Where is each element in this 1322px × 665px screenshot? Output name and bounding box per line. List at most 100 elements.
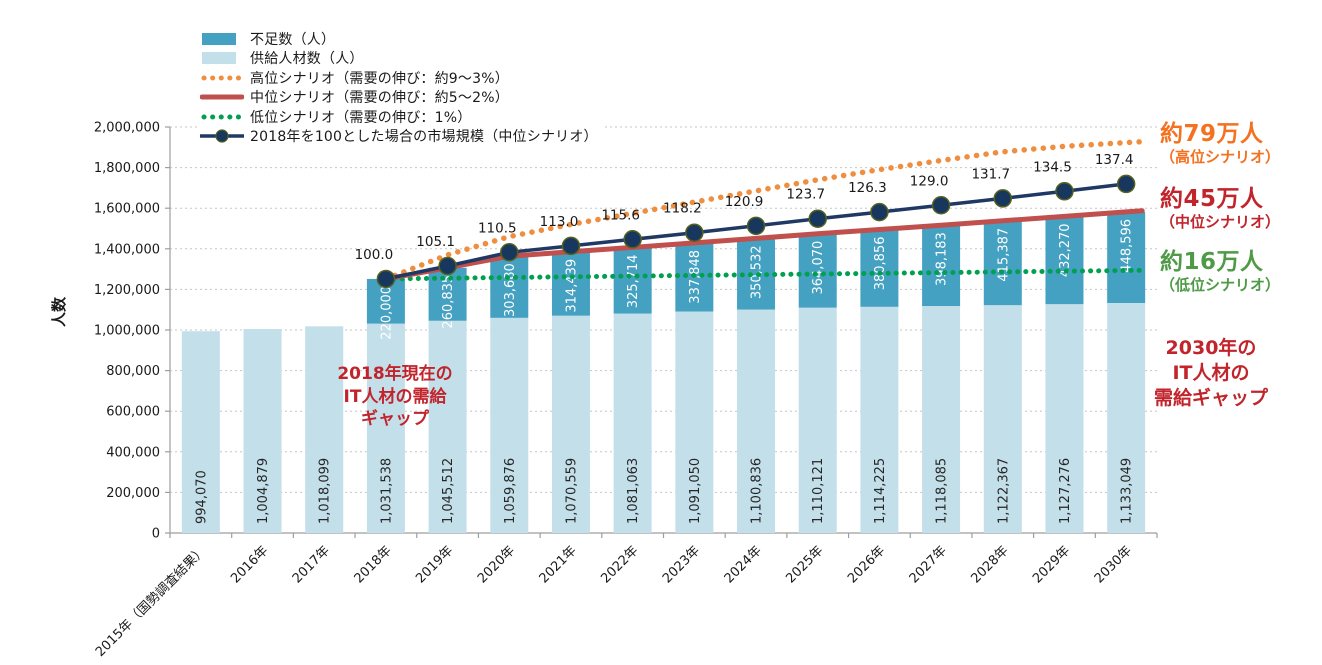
- y-tick-label: 2,000,000: [94, 121, 160, 136]
- supply-value-label: 1,110,121: [811, 458, 826, 524]
- market-index-marker: [376, 269, 396, 289]
- supply-value-label: 1,081,063: [626, 458, 641, 524]
- market-index-marker: [808, 209, 827, 228]
- shortage-value-label: 314,439: [564, 259, 579, 313]
- annotation-line: 需給ギャップ: [1153, 387, 1268, 409]
- legend-swatch-line-icon: [200, 94, 244, 100]
- y-axis-title: 人数: [50, 296, 68, 327]
- supply-value-label: 1,070,559: [564, 458, 579, 524]
- x-tick-label: 2026年: [845, 543, 888, 586]
- supply-value-label: 1,031,538: [379, 458, 394, 524]
- supply-bar: [675, 311, 714, 533]
- market-index-marker: [931, 196, 951, 215]
- supply-value-label: 1,100,836: [750, 458, 765, 524]
- supply-bar: [737, 309, 776, 533]
- legend-label: 中位シナリオ（需要の伸び：約5～2%）: [250, 90, 509, 107]
- supply-bar: [428, 320, 467, 533]
- shortage-value-label: 398,183: [935, 232, 950, 286]
- x-tick-label: 2015年（国勢調査結果）: [93, 543, 210, 660]
- market-index-marker: [1116, 174, 1136, 194]
- gap-scenario-low: （低位シナリオ）: [1160, 276, 1281, 294]
- supply-value-label: 1,114,225: [873, 458, 888, 524]
- gap-value-mid: 約45万人: [1160, 186, 1264, 212]
- shortage-value-label: 432,270: [1058, 223, 1073, 277]
- high-scenario-line: [383, 138, 1145, 282]
- x-tick-label: 2017年: [290, 543, 333, 586]
- market-index-label: 129.0: [910, 173, 949, 189]
- supply-bar: [983, 305, 1022, 533]
- market-index-label: 118.2: [663, 201, 702, 217]
- y-tick-label: 400,000: [106, 445, 160, 460]
- shortage-value-label: 350,532: [750, 245, 765, 299]
- supply-bar: [305, 326, 344, 533]
- market-index-label: 126.3: [848, 180, 887, 196]
- shortage-bar: [922, 225, 961, 307]
- supply-bar: [243, 329, 282, 533]
- legend-swatch-bar-icon: [202, 52, 236, 65]
- x-tick-label: 2024年: [722, 543, 765, 586]
- shortage-bar: [798, 233, 837, 308]
- x-tick-label: 2018年: [352, 543, 395, 586]
- market-index-label: 131.7: [971, 166, 1010, 182]
- supply-value-label: 1,045,512: [441, 458, 456, 524]
- x-tick-label: 2030年: [1092, 543, 1135, 586]
- supply-value-label: 1,127,276: [1058, 458, 1073, 524]
- supply-bar: [1045, 304, 1084, 533]
- legend-item: 供給人材数（人）: [200, 49, 598, 69]
- legend-item: 低位シナリオ（需要の伸び：1%）: [200, 107, 598, 127]
- gap-scenario-high: （高位シナリオ）: [1160, 148, 1281, 166]
- annotation-mid-scenario: 約45万人 （中位シナリオ）: [1160, 186, 1322, 232]
- y-tick-label: 1,800,000: [94, 161, 160, 176]
- supply-value-label: 1,122,367: [996, 458, 1011, 524]
- market-index-label: 134.5: [1033, 159, 1072, 175]
- legend-swatch-dotted-line-icon: [201, 114, 244, 120]
- supply-bar: [551, 315, 590, 533]
- y-tick-label: 1,000,000: [94, 324, 160, 339]
- supply-value-label: 1,133,049: [1120, 458, 1135, 524]
- shortage-bar: [983, 220, 1022, 306]
- shortage-bar: [1045, 216, 1084, 305]
- supply-bar: [181, 331, 220, 533]
- market-index-marker: [561, 236, 581, 256]
- y-tick-label: 1,400,000: [94, 242, 160, 257]
- legend-label: 供給人材数（人）: [250, 51, 364, 68]
- shortage-bar: [490, 256, 529, 318]
- shortage-value-label: 380,856: [873, 236, 888, 290]
- legend-item: 不足数（人）: [200, 29, 598, 49]
- y-tick-label: 800,000: [106, 364, 160, 379]
- annotation-2018-gap: 2018年現在の IT人材の需給 ギャップ: [295, 363, 495, 431]
- legend-swatch-bar-stacked-top-icon: [202, 32, 236, 45]
- gap-value-low: 約16万人: [1160, 249, 1264, 275]
- supply-value-label: 994,070: [194, 470, 209, 524]
- market-index-marker: [1055, 182, 1074, 201]
- market-index-marker: [870, 202, 889, 222]
- shortage-value-label: 220,000: [379, 286, 394, 340]
- supply-bar: [490, 317, 529, 533]
- shortage-value-label: 325,714: [626, 254, 641, 308]
- shortage-bar: [1107, 211, 1146, 303]
- x-tick-label: 2020年: [475, 543, 518, 586]
- shortage-value-label: 364,070: [811, 241, 826, 295]
- supply-value-label: 1,118,085: [935, 458, 950, 524]
- supply-value-label: 1,018,099: [318, 458, 333, 524]
- annotation-line: ギャップ: [361, 409, 429, 429]
- legend-label: 不足数（人）: [250, 31, 336, 48]
- supply-bar: [798, 307, 837, 533]
- market-index-label: 123.7: [786, 187, 825, 203]
- x-tick-label: 2027年: [907, 543, 950, 586]
- legend-item: 2018年を100とした場合の市場規模（中位シナリオ）: [200, 127, 598, 147]
- shortage-bar: [551, 251, 590, 316]
- supply-bar: [860, 306, 899, 533]
- x-tick-label: 2019年: [413, 543, 456, 586]
- supply-value-label: 1,004,879: [256, 458, 271, 524]
- annotation-line: IT人材の需給: [343, 386, 447, 407]
- shortage-value-label: 303,680: [503, 263, 518, 317]
- shortage-value-label: 260,835: [441, 275, 456, 329]
- supply-bar: [366, 323, 405, 533]
- x-tick-label: 2016年: [228, 543, 271, 586]
- annotation-line: 2018年現在の: [337, 364, 453, 384]
- annotation-low-scenario: 約16万人 （低位シナリオ）: [1160, 249, 1322, 295]
- x-tick-label: 2022年: [598, 543, 641, 586]
